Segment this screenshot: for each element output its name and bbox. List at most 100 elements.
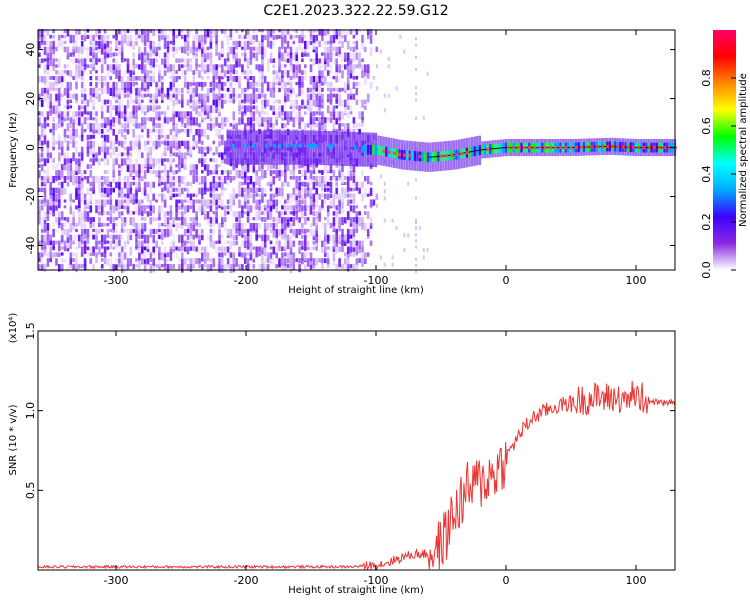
heatmap-cell: [132, 99, 135, 104]
heatmap-cell: [258, 234, 261, 238]
heatmap-cell: [332, 52, 336, 57]
heatmap-cell: [129, 87, 133, 94]
heatmap-cell: [203, 93, 207, 101]
heatmap-cell: [301, 252, 304, 261]
heatmap-cell: [318, 64, 321, 71]
heatmap-cell: [344, 52, 347, 61]
heatmap-cell: [143, 146, 147, 151]
heatmap-cell: [95, 199, 98, 204]
heatmap-cell: [146, 140, 150, 145]
heatmap-cell: [335, 87, 338, 92]
heatmap-cell: [324, 234, 327, 242]
heatmap-cell: [158, 252, 161, 260]
heatmap-cell: [63, 205, 67, 209]
heatmap-cell: [232, 264, 236, 273]
heatmap-cell: [361, 252, 364, 262]
heatmap-cell: [306, 240, 310, 246]
heatmap-cell: [383, 189, 386, 194]
heatmap-cell: [298, 64, 301, 73]
heatmap-peak: [574, 145, 578, 149]
heatmap-cell: [241, 105, 244, 110]
heatmap-cell: [183, 70, 187, 76]
heatmap-cell: [123, 240, 127, 250]
heatmap-cell: [63, 64, 67, 69]
heatmap-cell: [63, 164, 67, 171]
heatmap-cell: [229, 46, 233, 55]
heatmap-cell: [40, 111, 44, 117]
heatmap-cell: [206, 264, 210, 273]
heatmap-cell: [38, 34, 41, 40]
heatmap-cell: [178, 164, 181, 173]
heatmap-cell: [163, 246, 167, 254]
heatmap-cell: [103, 187, 107, 194]
heatmap-cell: [163, 158, 167, 162]
heatmap-cell: [263, 123, 267, 130]
heatmap-cell: [115, 158, 118, 165]
heatmap-cell: [132, 76, 135, 82]
heatmap-cell: [135, 187, 138, 196]
heatmap-cell: [69, 81, 73, 91]
heatmap-cell: [132, 111, 135, 119]
heatmap-cell: [289, 240, 293, 249]
heatmap-cell: [78, 105, 81, 111]
heatmap-cell: [115, 240, 118, 249]
heatmap-cell: [112, 187, 115, 193]
heatmap-cell: [49, 105, 52, 113]
heatmap-cell: [263, 46, 267, 55]
heatmap-cell: [49, 52, 52, 60]
heatmap-cell: [63, 105, 67, 109]
heatmap-cell: [98, 76, 101, 85]
heatmap-cell: [75, 81, 78, 90]
heatmap-cell: [415, 245, 417, 249]
heatmap-cell: [166, 134, 170, 140]
heatmap-cell: [181, 117, 184, 124]
heatmap-cell: [49, 176, 52, 181]
heatmap-cell: [218, 134, 221, 139]
heatmap-cell: [261, 164, 264, 170]
heatmap-cell: [258, 181, 261, 187]
heatmap-cell: [75, 146, 78, 154]
heatmap-band-cell: [372, 145, 375, 155]
heatmap-cell: [258, 264, 261, 269]
heatmap-cell: [349, 252, 353, 257]
heatmap-cell: [376, 86, 378, 91]
heatmap-cell: [312, 264, 316, 269]
heatmap-cell: [100, 81, 104, 88]
heatmap-cell: [152, 58, 155, 68]
heatmap-band-cell: [236, 130, 240, 165]
heatmap-cell: [138, 123, 141, 129]
heatmap-cell: [361, 193, 364, 202]
heatmap-cell: [192, 264, 195, 269]
heatmap-cell: [46, 64, 50, 70]
heatmap-cell: [292, 170, 296, 177]
heatmap-band-cell: [281, 130, 284, 165]
heatmap-cell: [369, 187, 373, 196]
heatmap-cell: [58, 58, 61, 67]
heatmap-cell: [60, 234, 64, 243]
heatmap-cell: [335, 70, 338, 77]
heatmap-cell: [286, 211, 290, 219]
heatmap-peak: [647, 146, 651, 150]
heatmap-cell: [341, 205, 344, 214]
heatmap-cell: [49, 211, 52, 216]
heatmap-cell: [172, 223, 175, 227]
heatmap-cell: [324, 199, 327, 204]
heatmap-cell: [178, 87, 181, 96]
heatmap-cell: [243, 199, 247, 209]
heatmap-cell: [275, 164, 278, 170]
heatmap-cell: [89, 146, 93, 156]
heatmap-cell: [223, 58, 227, 67]
heatmap-cell: [198, 140, 201, 144]
heatmap-cell: [275, 246, 278, 251]
heatmap-cell: [109, 211, 113, 217]
heatmap-cell: [298, 205, 301, 213]
heatmap-cell: [149, 81, 153, 87]
heatmap-cell: [315, 217, 318, 226]
heatmap-cell: [43, 81, 47, 86]
heatmap-cell: [118, 234, 121, 242]
heatmap-cell: [349, 234, 353, 239]
heatmap-cell: [72, 252, 75, 257]
heatmap-cell: [60, 70, 64, 77]
heatmap-band-cell: [309, 143, 313, 148]
heatmap-cell: [49, 240, 52, 246]
